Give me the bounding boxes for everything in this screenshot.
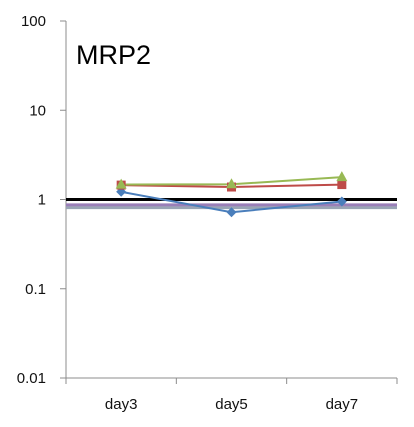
series-markers bbox=[115, 171, 348, 218]
chart-axes bbox=[60, 20, 398, 384]
data-point bbox=[115, 178, 127, 189]
y-tick-label: 100 bbox=[21, 13, 46, 30]
y-tick-label: 0.1 bbox=[25, 281, 46, 298]
y-tick-label: 1 bbox=[38, 192, 46, 209]
data-point bbox=[336, 171, 348, 182]
reference-lines bbox=[66, 198, 397, 210]
data-point bbox=[226, 178, 237, 189]
data-point bbox=[226, 207, 237, 218]
data-point bbox=[337, 180, 347, 190]
y-tick-label: 10 bbox=[29, 102, 46, 119]
y-tick-label: 0.01 bbox=[17, 370, 46, 387]
x-tick-label: day7 bbox=[326, 396, 359, 413]
x-tick-label: day3 bbox=[105, 396, 138, 413]
x-tick-label: day5 bbox=[215, 396, 248, 413]
chart-title: MRP2 bbox=[76, 40, 151, 70]
tick-labels: 100 10 1 0.1 0.01 day3 day5 day7 bbox=[17, 13, 358, 413]
data-point bbox=[336, 196, 347, 207]
